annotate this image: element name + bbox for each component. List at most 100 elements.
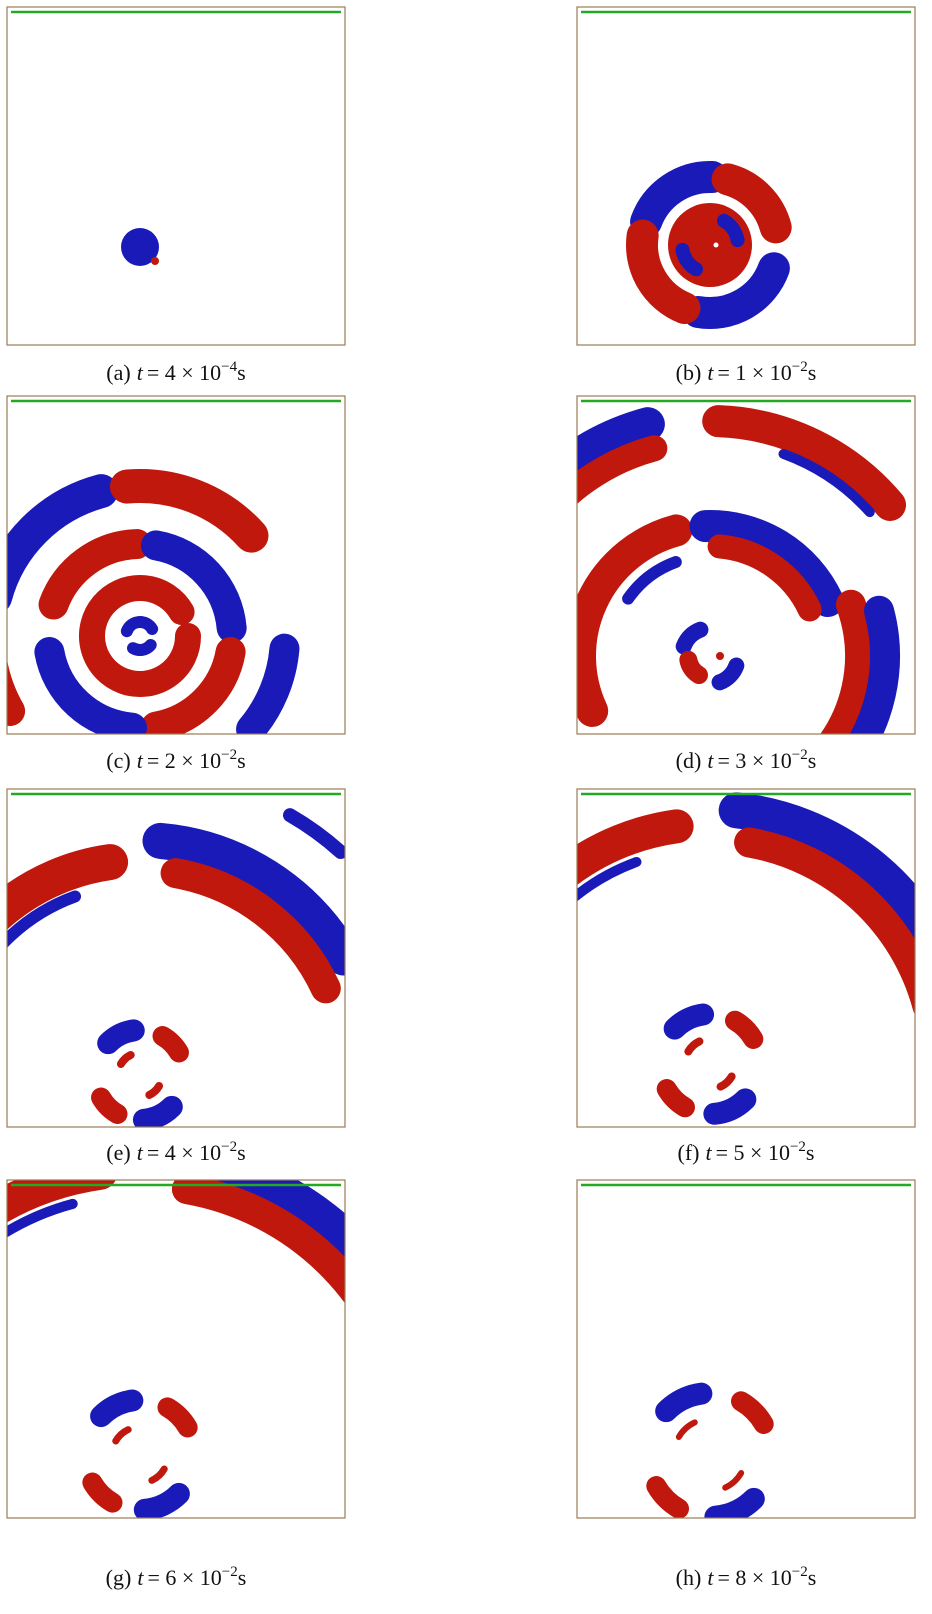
field-lobe	[82, 1472, 123, 1513]
caption-unit: s	[808, 748, 817, 773]
caption: (f) t = 5 × 10−2s	[678, 1139, 815, 1165]
field-lobe	[7, 474, 119, 610]
panel	[6, 395, 346, 735]
caption-exponent: −2	[790, 1139, 806, 1155]
field-lobe	[820, 589, 875, 734]
field-lobe	[520, 547, 554, 689]
panel	[6, 788, 346, 1128]
field-lobe	[116, 1051, 135, 1068]
panel-border	[576, 1179, 916, 1519]
field-lobe	[689, 510, 844, 618]
caption-unit: s	[808, 1565, 817, 1590]
caption-label: (c)	[106, 748, 130, 773]
panel	[576, 788, 916, 1128]
caption-variable: t	[706, 1140, 713, 1165]
field-lobe	[849, 595, 900, 734]
field-lobe	[626, 219, 701, 325]
caption-exponent: −2	[792, 359, 808, 375]
caption-unit: s	[808, 360, 817, 385]
field-lobe	[140, 636, 246, 734]
caption-equals: = 3 × 10	[717, 748, 791, 773]
field-lobe	[577, 435, 668, 505]
field-lobe	[121, 228, 159, 266]
field-lobe	[151, 257, 159, 265]
field-lobe	[682, 252, 790, 329]
caption-exponent: −2	[792, 747, 808, 763]
caption-unit: s	[238, 1565, 247, 1590]
caption-equals: = 4 × 10	[147, 360, 221, 385]
caption-unit: s	[237, 1140, 246, 1165]
caption-exponent: −4	[221, 359, 237, 375]
caption-label: (e)	[106, 1140, 130, 1165]
caption: (h) t = 8 × 10−2s	[676, 1564, 817, 1590]
panel	[520, 395, 916, 735]
caption-label: (b)	[676, 360, 702, 385]
field-plot	[520, 405, 907, 734]
field-lobe	[127, 638, 157, 656]
caption-equals: = 2 × 10	[147, 748, 221, 773]
field-lobe	[716, 1072, 736, 1091]
caption-exponent: −2	[792, 1564, 808, 1580]
field-lobe	[145, 1082, 164, 1099]
field-lobe	[91, 1087, 128, 1124]
field-lobe	[90, 1389, 144, 1428]
field-lobe	[717, 213, 745, 248]
field-lobe	[120, 616, 159, 638]
caption: (b) t = 1 × 10−2s	[676, 359, 817, 385]
field-lobe	[675, 242, 703, 277]
caption-equals: = 5 × 10	[716, 1140, 790, 1165]
field-lobe	[646, 1476, 689, 1518]
caption: (a) t = 4 × 10−4s	[106, 359, 245, 385]
field-lobe	[675, 1419, 698, 1440]
field-lobe	[675, 621, 709, 655]
field-lobe	[148, 1465, 168, 1484]
field-lobe	[133, 1482, 190, 1518]
panel	[6, 6, 346, 346]
field-lobe	[97, 1019, 145, 1055]
caption-label: (f)	[678, 1140, 700, 1165]
field-plot	[626, 161, 792, 329]
field-plot	[7, 469, 300, 734]
field-lobe	[711, 163, 792, 244]
field-lobe	[684, 1037, 704, 1056]
field-lobe	[109, 469, 269, 553]
field-lobe	[622, 556, 682, 605]
field-lobe	[34, 636, 147, 734]
field-lobe	[577, 809, 694, 886]
caption-variable: t	[707, 1565, 714, 1590]
caption-label: (a)	[106, 360, 130, 385]
field-lobe	[718, 792, 915, 946]
caption-equals: = 4 × 10	[147, 1140, 221, 1165]
field-plot	[577, 792, 915, 1125]
field-lobe	[7, 607, 26, 726]
caption-unit: s	[237, 748, 246, 773]
caption: (e) t = 4 × 10−2s	[106, 1139, 245, 1165]
caption-equals: = 1 × 10	[717, 360, 791, 385]
caption-variable: t	[707, 748, 714, 773]
field-lobe	[7, 890, 82, 948]
caption-variable: t	[137, 1565, 144, 1590]
field-lobe	[900, 1126, 932, 1211]
caption-equals: = 6 × 10	[147, 1565, 221, 1590]
panel	[6, 1179, 346, 1519]
caption-variable: t	[707, 360, 714, 385]
field-plot	[7, 1180, 345, 1518]
field-lobe	[283, 808, 345, 860]
field-lobe	[140, 530, 247, 643]
caption-variable: t	[137, 1140, 144, 1165]
field-lobe	[703, 1088, 757, 1125]
field-lobe	[7, 844, 129, 930]
panel-border	[576, 788, 916, 1128]
panel-border	[6, 395, 346, 735]
field-lobe	[112, 1426, 132, 1445]
field-lobe	[734, 827, 915, 1015]
field-lobe	[171, 1180, 345, 1304]
field-lobe	[778, 448, 875, 518]
panel-border	[6, 6, 346, 346]
field-lobe	[157, 1397, 198, 1438]
field-lobe	[707, 534, 822, 622]
field-plot	[646, 1126, 932, 1518]
field-lobe	[132, 1095, 183, 1127]
field-lobe	[679, 650, 708, 685]
